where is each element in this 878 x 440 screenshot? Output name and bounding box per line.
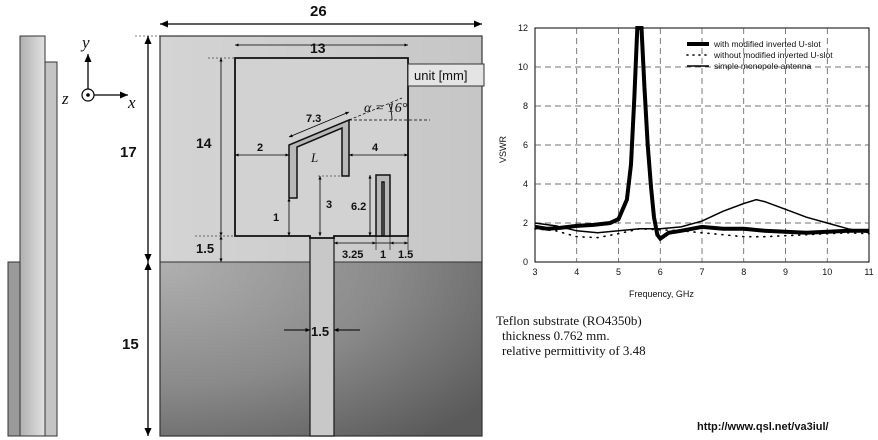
x-tick-label: 6	[658, 267, 663, 277]
x-tick-label: 5	[616, 267, 621, 277]
chart-ticks: 3 4 5 6 7 8 9 10 11 0 2 4 6 8 10 12	[518, 23, 874, 277]
label-strip-width: 1	[380, 249, 386, 261]
legend-label: without modified inverted U-slot	[713, 50, 833, 60]
z-axis-label: z	[61, 89, 69, 108]
x-tick-label: 4	[574, 267, 579, 277]
series-line-dotted	[534, 227, 870, 239]
unit-box	[407, 63, 485, 87]
y-tick-label: 4	[523, 179, 528, 189]
coordinate-axes: y x z	[61, 33, 136, 112]
dimension-labels: 26 17 15 13 14 7.3 2 4 1 3 6.2 1.5 3.25 …	[120, 3, 413, 353]
label-feed-offset: 3.25	[342, 249, 363, 261]
substrate-note-permittivity: relative permittivity of 3.48	[502, 343, 646, 358]
label-slot-top: 7.3	[306, 113, 321, 125]
substrate-note-thickness: thickness 0.762 mm.	[502, 328, 610, 343]
feed-line	[309, 235, 335, 437]
x-tick-label: 9	[783, 267, 788, 277]
label-patch-height: 14	[196, 135, 212, 151]
x-tick-label: 7	[699, 267, 704, 277]
vswr-chart: 3 4 5 6 7 8 9 10 11 0 2 4 6 8 10 12 Frequency, GHz VSWR…	[498, 23, 874, 299]
label-lower-height: 15	[122, 336, 139, 353]
x-tick-label: 11	[864, 267, 873, 277]
radiating-patch	[234, 57, 409, 239]
x-axis-label: x	[127, 93, 136, 112]
label-angle: α = 16°	[364, 101, 408, 116]
substrate-note-title: Teflon substrate (RO4350b)	[496, 313, 642, 328]
angle-slant-line	[348, 97, 403, 121]
strip-slot	[375, 174, 391, 237]
y-tick-label: 0	[523, 257, 528, 267]
side-view	[7, 35, 58, 437]
y-tick-label: 2	[523, 218, 528, 228]
label-upper-height: 17	[120, 144, 137, 161]
label-slot-length: L	[310, 150, 318, 165]
label-slot-bottom: 1	[273, 212, 279, 224]
y-tick-label: 8	[523, 101, 528, 111]
series-line-thin	[534, 198, 870, 234]
label-slot-right: 4	[372, 142, 379, 154]
angle-arc	[388, 103, 393, 121]
y-axis-title: VSWR	[498, 135, 508, 163]
chart-series	[534, 26, 870, 242]
y-tick-label: 12	[518, 23, 528, 33]
legend-label: simple monopole antenna	[714, 61, 812, 71]
z-axis-dot	[86, 93, 90, 97]
label-gap-left: 1.5	[196, 241, 214, 256]
x-tick-label: 3	[532, 267, 537, 277]
side-ground-plane	[7, 261, 21, 437]
label-slot-left: 2	[257, 142, 263, 154]
dim-line-slot-top	[288, 111, 350, 138]
series-line-thick	[534, 26, 869, 242]
dimension-lines	[135, 20, 482, 436]
unit-label: unit [mm]	[414, 68, 467, 83]
y-axis-label: y	[80, 33, 90, 52]
label-total-width: 26	[310, 3, 327, 20]
label-slot-height: 3	[326, 199, 332, 211]
y-tick-label: 6	[523, 140, 528, 150]
label-patch-width: 13	[310, 40, 326, 56]
label-feed-width: 1.5	[311, 324, 329, 339]
label-strip-height: 6.2	[351, 201, 366, 213]
side-substrate	[19, 35, 46, 437]
x-tick-label: 8	[741, 267, 746, 277]
y-tick-label: 10	[518, 62, 528, 72]
x-axis-title: Frequency, GHz	[629, 289, 694, 299]
side-patch	[44, 61, 58, 437]
antenna-front-view: unit [mm]	[159, 35, 485, 437]
label-strip-gap: 1.5	[398, 249, 413, 261]
x-tick-label: 10	[822, 267, 832, 277]
source-url: http://www.qsl.net/va3iul/	[697, 421, 829, 433]
legend-label: with modified inverted U-slot	[713, 39, 821, 49]
